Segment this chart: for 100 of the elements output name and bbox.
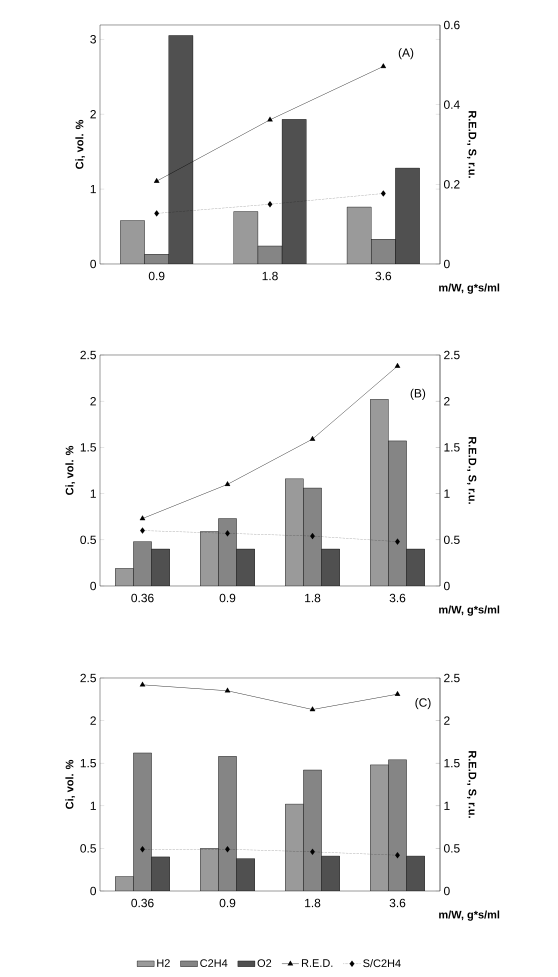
y-tick-label: 2.5 [80,350,96,360]
y-tick-label: 1 [90,802,96,810]
y2-tick-label: 1.5 [444,759,460,768]
point [310,706,316,712]
point [267,116,273,122]
bar [406,548,425,586]
x-tick-label: 0.9 [220,898,236,908]
y-tick-label: 0.5 [80,536,96,544]
bar [406,856,425,891]
y-tick-label: 0 [90,260,96,268]
point [225,530,230,537]
x-tick-label: 3.6 [390,898,406,908]
point [394,362,400,368]
x-axis-title: m/W, g*s/ml [439,910,500,921]
y-axis-title: Ci, vol. % [65,446,76,495]
point [395,538,400,545]
y2-tick-label: 1 [444,802,450,810]
y2-tick-label: 0 [444,886,450,896]
bar [388,760,407,891]
y2-tick-label: 2.5 [444,350,460,360]
y-tick-label: 3 [90,34,96,44]
y2-tick-label: 0 [444,582,450,590]
x-tick-label: 1.8 [305,898,320,908]
bar [120,220,145,264]
y-tick-label: 1 [90,184,96,194]
y-tick-label: 0.5 [80,844,96,853]
point [310,436,316,441]
x-tick-label: 3.6 [375,272,392,280]
annotation: (B) [410,388,426,400]
point [224,481,230,486]
point [395,852,400,858]
y2-axis-title: R.E.D., S, r.u. [466,751,476,818]
y2-tick-label: 0.5 [444,844,460,853]
y-tick-label: 0 [90,582,96,590]
y-tick-label: 0 [90,886,96,896]
bar [151,548,170,586]
y-tick-label: 1.5 [80,759,96,768]
annotation: (A) [398,48,414,60]
bar [370,764,389,891]
point [380,190,386,197]
bar [236,858,255,891]
x-tick-label: 1.8 [305,594,320,602]
annotation: (C) [415,698,431,710]
legend-label: S/C2H4 [363,959,401,968]
y-tick-label: 2 [90,716,96,725]
x-tick-label: 0.36 [131,898,154,908]
y2-tick-label: 2 [444,716,450,725]
y-tick-label: 1 [90,489,96,498]
y2-tick-label: 0.5 [444,536,460,544]
point [310,532,315,540]
legend-label: O2 [258,959,272,967]
y-tick-label: 2.5 [80,674,96,682]
x-axis-title: m/W, g*s/ml [439,605,500,616]
x-tick-label: 1.8 [262,272,278,280]
bar [151,856,170,891]
y2-tick-label: 0.2 [444,180,460,189]
y2-tick-label: 0 [444,260,450,268]
bar [200,848,219,891]
y-axis-title: Ci, vol. % [75,120,85,169]
legend-label: H2 [157,959,170,967]
point [310,848,315,855]
y2-axis-title: R.E.D., S, r.u. [466,111,476,178]
y2-tick-label: 0.6 [444,20,460,30]
y2-tick-label: 2.5 [444,674,460,682]
point [154,178,160,183]
point [224,688,230,692]
y2-axis-title: R.E.D., S, r.u. [466,437,476,504]
y2-tick-label: 1.5 [444,443,460,452]
y2-tick-label: 0.4 [444,100,460,109]
bar [133,752,152,891]
x-tick-label: 0.9 [220,594,236,602]
point [140,682,146,687]
x-tick-label: 0.36 [131,594,154,602]
y2-tick-label: 1 [444,489,450,498]
bar [236,548,255,586]
x-axis-title: m/W, g*s/ml [439,283,500,294]
x-tick-label: 0.9 [148,272,164,280]
bar [115,876,134,891]
bar [285,804,304,891]
bar [218,756,237,891]
bar [321,856,340,891]
y-tick-label: 2 [90,397,96,406]
point [140,846,145,852]
y-axis-title: Ci, vol. % [65,760,76,809]
point [154,210,160,217]
point [140,527,145,534]
point [225,846,230,852]
point [380,63,386,68]
point [268,201,272,208]
y2-tick-label: 2 [444,397,450,406]
bar [303,770,322,891]
y-tick-label: 2 [90,110,96,118]
x-tick-label: 3.6 [390,594,406,602]
bar [234,211,258,264]
point [394,690,400,696]
bar [346,206,372,264]
bar [321,548,340,586]
y-tick-label: 1.5 [80,443,96,452]
point [140,515,146,520]
legend-label: C2H4 [200,959,228,967]
